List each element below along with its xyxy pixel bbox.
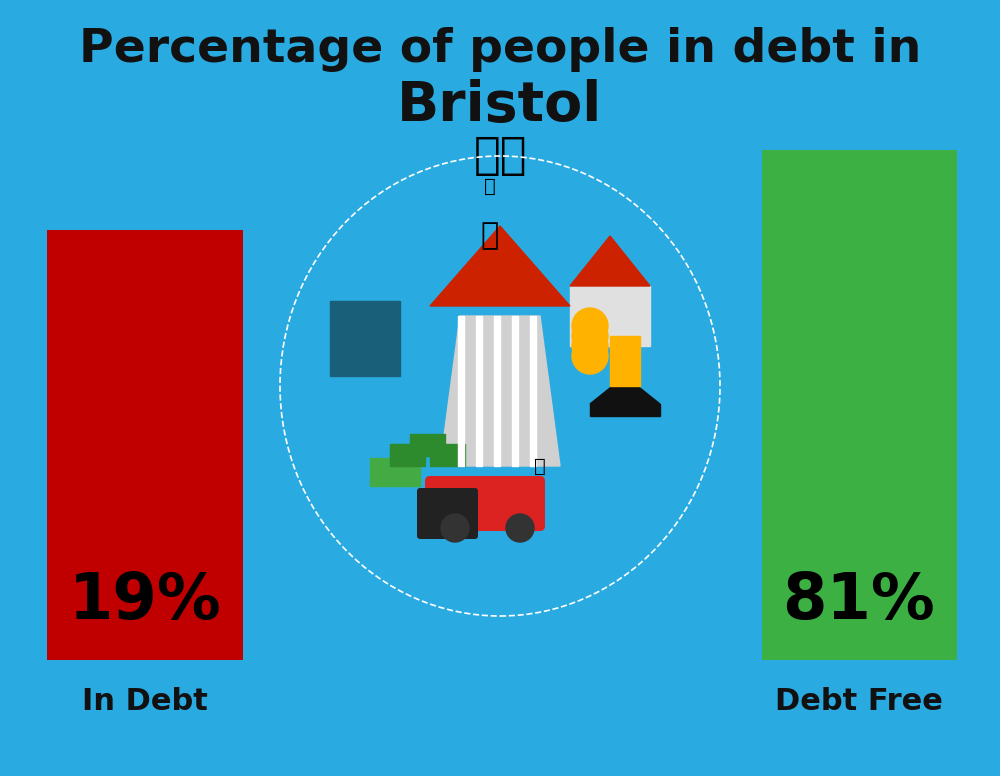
Bar — [476, 316, 482, 466]
Bar — [410, 434, 445, 456]
Text: 19%: 19% — [69, 570, 221, 632]
Text: 💊: 💊 — [484, 176, 496, 196]
Text: 🦅: 🦅 — [481, 221, 499, 251]
Bar — [430, 444, 465, 466]
Bar — [458, 316, 464, 466]
Circle shape — [506, 514, 534, 542]
Bar — [390, 444, 425, 466]
Circle shape — [572, 318, 608, 354]
Polygon shape — [430, 226, 570, 306]
Bar — [570, 286, 650, 346]
Circle shape — [572, 308, 608, 344]
Bar — [610, 336, 640, 386]
Bar — [494, 316, 500, 466]
Text: Bristol: Bristol — [397, 79, 603, 133]
FancyBboxPatch shape — [425, 476, 545, 531]
Polygon shape — [570, 236, 650, 286]
Circle shape — [572, 328, 608, 364]
Polygon shape — [590, 376, 660, 404]
Bar — [370, 458, 420, 486]
FancyBboxPatch shape — [762, 150, 957, 660]
Text: Debt Free: Debt Free — [775, 687, 943, 715]
Bar — [330, 301, 400, 376]
FancyBboxPatch shape — [417, 488, 478, 539]
Circle shape — [441, 514, 469, 542]
Text: Percentage of people in debt in: Percentage of people in debt in — [79, 27, 921, 72]
Polygon shape — [440, 316, 560, 466]
Bar — [530, 316, 536, 466]
Text: 81%: 81% — [783, 570, 935, 632]
Bar — [512, 316, 518, 466]
Circle shape — [572, 338, 608, 374]
Text: 🔐: 🔐 — [534, 456, 546, 476]
Text: In Debt: In Debt — [82, 687, 208, 715]
Bar — [590, 404, 660, 416]
Text: 🇺🇸: 🇺🇸 — [473, 134, 527, 178]
FancyBboxPatch shape — [47, 230, 243, 660]
